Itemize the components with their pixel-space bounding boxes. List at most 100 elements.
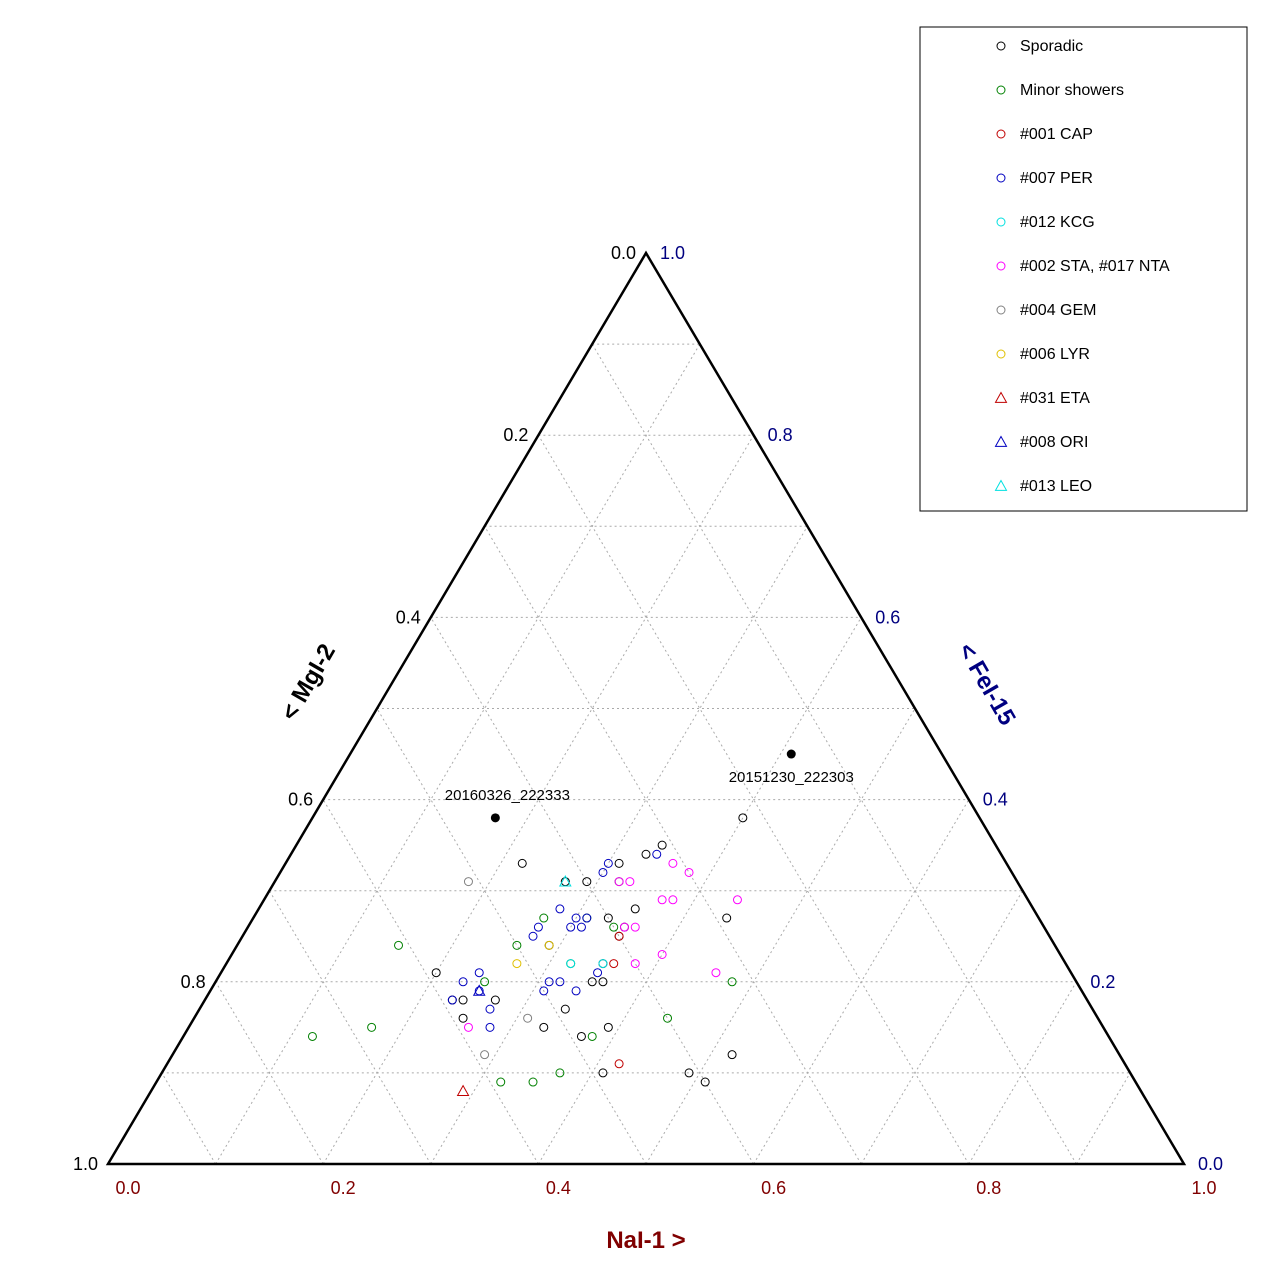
data-point: [566, 959, 576, 969]
left-tick-label: 0.0: [611, 243, 636, 263]
data-point: [463, 1022, 473, 1032]
data-point: [582, 877, 592, 887]
data-point: [528, 931, 538, 941]
bottom-axis-title: NaI-1 >: [606, 1227, 685, 1254]
data-point: [684, 867, 694, 877]
data-point: [598, 977, 608, 987]
grid-line: [860, 890, 1024, 1165]
legend-marker: [996, 41, 1006, 51]
data-point: [727, 977, 737, 987]
data-point: [571, 986, 581, 996]
data-point: [630, 922, 640, 932]
grid-line: [645, 708, 916, 1165]
data-point: [539, 913, 549, 923]
data-point: [367, 1022, 377, 1032]
data-point: [598, 1068, 608, 1078]
data-point: [603, 1022, 613, 1032]
data-point: [528, 1077, 538, 1087]
grid-line: [430, 617, 755, 1165]
data-point: [652, 849, 662, 859]
right-tick-label: 0.2: [1090, 972, 1115, 992]
data-point: [472, 984, 486, 996]
data-point: [663, 1013, 673, 1023]
data-point: [512, 959, 522, 969]
legend-label: #007 PER: [1020, 170, 1093, 187]
legend-label: #008 ORI: [1020, 434, 1088, 451]
grid-line: [268, 890, 432, 1165]
left-axis-title: < MgI-2: [276, 639, 341, 725]
data-point: [523, 1013, 533, 1023]
data-point: [517, 858, 527, 868]
data-point: [512, 940, 522, 950]
legend-marker: [994, 479, 1008, 491]
data-point: [576, 1031, 586, 1041]
data-point: [641, 849, 651, 859]
right-tick-label: 0.8: [768, 425, 793, 445]
data-point: [447, 995, 457, 1005]
data-point: [555, 1068, 565, 1078]
triangle-frame: [105, 250, 1187, 1166]
legend-marker: [996, 173, 1006, 183]
legend-marker: [996, 217, 1006, 227]
data-point: [566, 922, 576, 932]
data-point: [458, 995, 468, 1005]
axis-titles: NaI-1 > < MgI-2 < FeI-15: [276, 639, 1021, 1254]
data-point: [619, 922, 629, 932]
data-point: [609, 922, 619, 932]
data-point: [630, 904, 640, 914]
data-point: [668, 895, 678, 905]
data-point: [603, 858, 613, 868]
data-point: [576, 922, 586, 932]
legend: Sporadic Minor showers #001 CAP #007 PER #01…: [919, 26, 1248, 512]
grid-line: [215, 981, 324, 1165]
legend-marker: [994, 391, 1008, 403]
grid-line: [322, 434, 755, 1165]
annotations: 20160326_222333 20151230_222303: [445, 749, 854, 823]
grid-line: [161, 1072, 217, 1165]
data-point: [480, 977, 490, 987]
data-point: [700, 1077, 710, 1087]
bottom-tick-label: 0.8: [976, 1178, 1001, 1198]
legend-marker: [996, 261, 1006, 271]
data-point: [598, 867, 608, 877]
data-point: [614, 1059, 624, 1069]
right-tick-label: 0.4: [983, 790, 1008, 810]
data-point: [598, 959, 608, 969]
left-tick-label: 1.0: [73, 1154, 98, 1174]
data-point: [722, 913, 732, 923]
data-points: [307, 813, 748, 1097]
legend-marker: [996, 129, 1006, 139]
data-point: [485, 1022, 495, 1032]
grid-line: [322, 799, 539, 1165]
data-point: [587, 1031, 597, 1041]
legend-marker: [996, 349, 1006, 359]
bottom-tick-label: 1.0: [1191, 1178, 1216, 1198]
legend-label: #006 LYR: [1020, 346, 1090, 363]
data-point: [539, 986, 549, 996]
data-point: [657, 895, 667, 905]
legend-box: [919, 26, 1248, 512]
data-point: [485, 1004, 495, 1014]
data-point: [727, 1050, 737, 1060]
bottom-tick-label: 0.0: [115, 1178, 140, 1198]
left-tick-label: 0.2: [503, 425, 528, 445]
data-point: [684, 1068, 694, 1078]
data-point: [657, 840, 667, 850]
axis-ticks: 0.0 0.0 1.0 0.2 0.2 0.8 0.4 0.4 0.6 0.6 0.6 0.4 0.8 0…: [73, 243, 1223, 1198]
bottom-tick-label: 0.2: [331, 1178, 356, 1198]
data-point: [456, 1084, 470, 1097]
data-point: [544, 977, 554, 987]
bottom-tick-label: 0.4: [546, 1178, 571, 1198]
legend-marker: [996, 85, 1006, 95]
data-point: [657, 949, 667, 959]
legend-label: #013 LEO: [1020, 478, 1092, 495]
bottom-tick-label: 0.6: [761, 1178, 786, 1198]
right-tick-label: 0.6: [875, 607, 900, 627]
left-tick-label: 0.8: [181, 972, 206, 992]
data-point: [474, 968, 484, 978]
annotation-label: 20160326_222333: [445, 787, 570, 804]
grid-line: [1075, 1072, 1131, 1165]
data-point: [539, 1022, 549, 1032]
data-point: [490, 995, 500, 1005]
grid-lines: [161, 343, 1131, 1165]
